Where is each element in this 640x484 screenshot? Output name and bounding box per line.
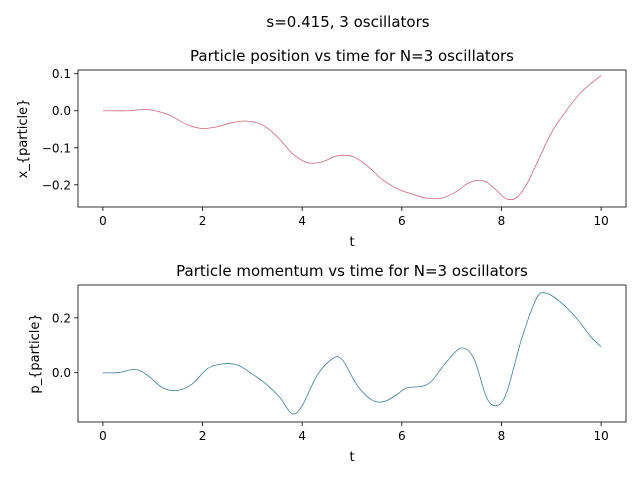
y-tick-label: 0.0 [52,366,71,380]
position-subplot: Particle position vs time for N=3 oscill… [16,47,627,250]
axes-frame [77,69,627,208]
x-tick-label: 6 [398,429,406,443]
x-tick-label: 10 [593,214,608,228]
x-axis-label: t [349,235,354,250]
subplot-title: Particle position vs time for N=3 oscill… [190,47,514,65]
y-tick-label: 0.2 [52,311,71,325]
series-line [102,292,602,415]
x-tick-label: 2 [199,429,207,443]
x-tick-label: 4 [298,214,306,228]
y-tick-label: 0.1 [52,67,71,81]
x-tick-label: 8 [498,429,506,443]
y-tick-label: −0.2 [42,178,71,192]
x-axis-label: t [349,450,354,465]
x-tick-label: 0 [99,429,107,443]
figure-suptitle: s=0.415, 3 oscillators [266,13,429,31]
axes-frame [77,284,627,423]
y-axis-label: x_{particle} [16,99,31,179]
y-tick-label: −0.1 [42,141,71,155]
series-line [102,75,602,201]
subplot-title: Particle momentum vs time for N=3 oscill… [176,262,528,280]
x-tick-label: 2 [199,214,207,228]
momentum-subplot: Particle momentum vs time for N=3 oscill… [28,262,627,465]
x-tick-label: 4 [298,429,306,443]
x-tick-label: 8 [498,214,506,228]
x-tick-label: 10 [593,429,608,443]
y-tick-label: 0.0 [52,104,71,118]
x-tick-label: 0 [99,214,107,228]
y-axis-label: p_{particle} [28,313,43,393]
x-tick-label: 6 [398,214,406,228]
